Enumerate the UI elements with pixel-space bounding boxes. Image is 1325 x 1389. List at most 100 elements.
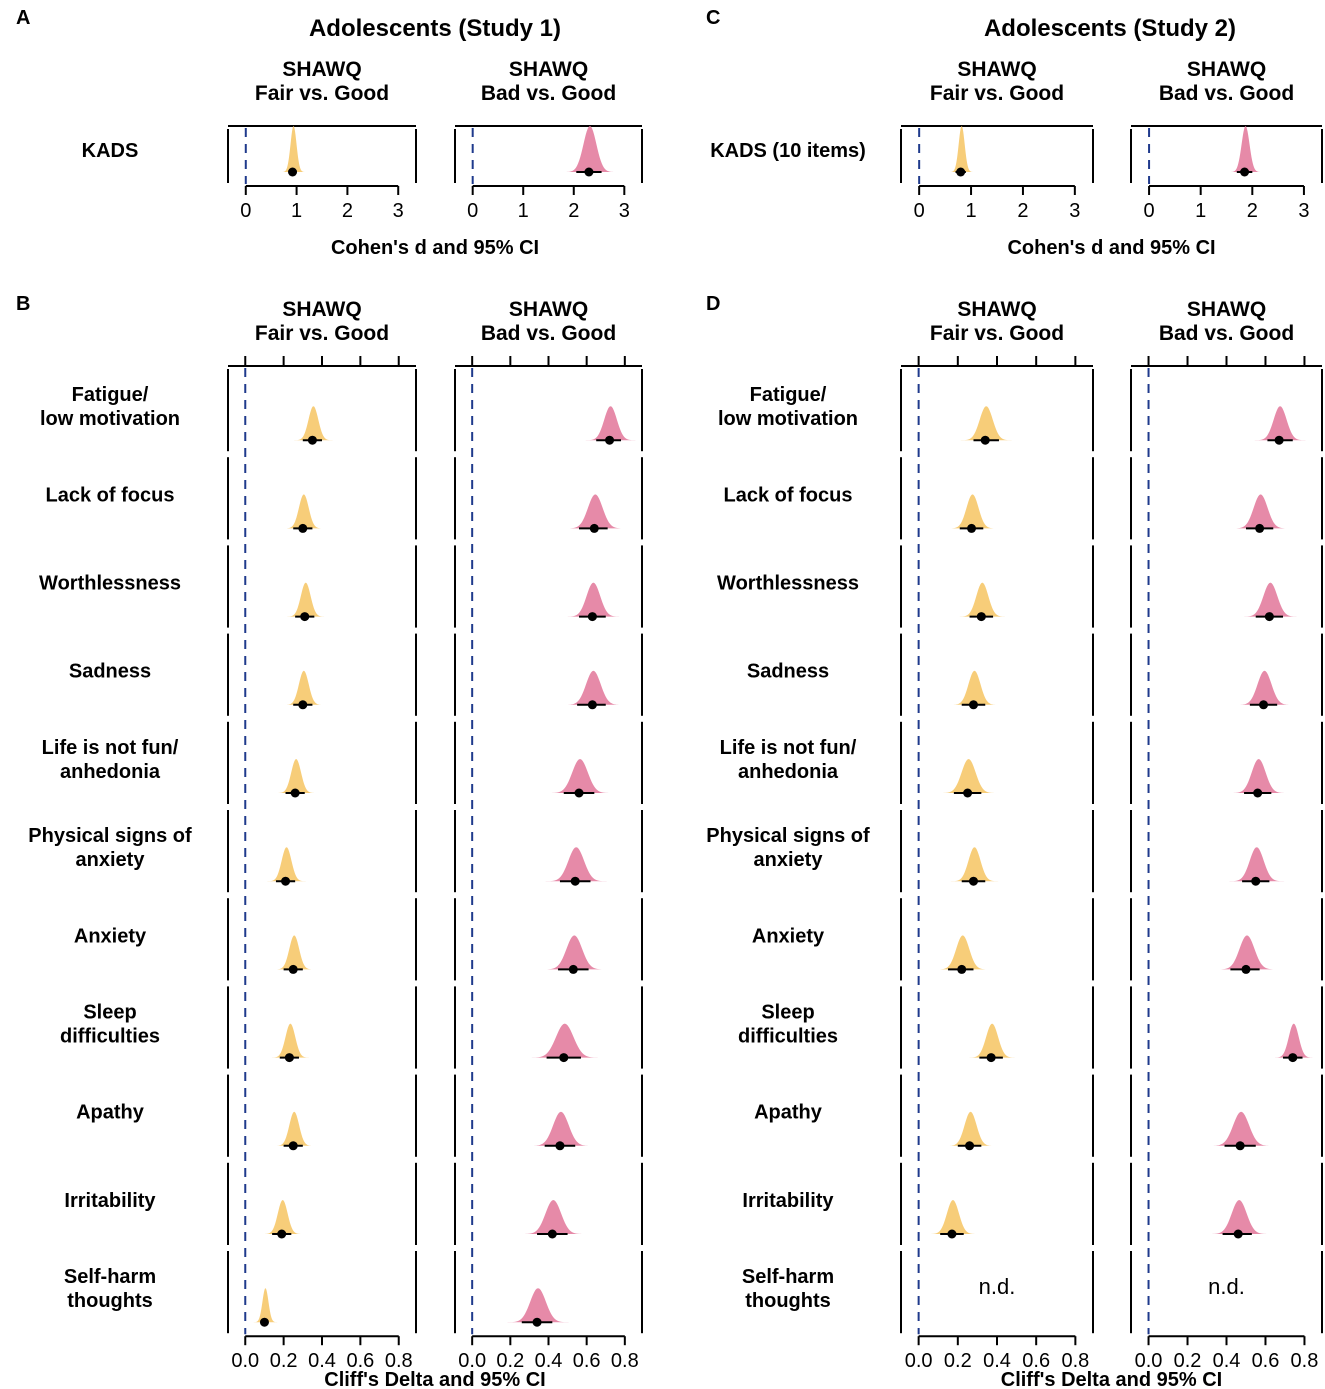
row-label: Self-harm bbox=[742, 1266, 834, 1288]
point-estimate bbox=[589, 523, 599, 533]
tick-label: 0.2 bbox=[1174, 1350, 1202, 1372]
density-shape bbox=[566, 582, 621, 617]
row-label: thoughts bbox=[67, 1290, 153, 1312]
density-shape bbox=[949, 126, 974, 172]
point-estimate bbox=[547, 1229, 557, 1239]
facet-label-line2: Fair vs. Good bbox=[255, 322, 389, 345]
facet-label-line1: SHAWQ bbox=[282, 58, 361, 81]
facet-label-line1: SHAWQ bbox=[509, 58, 588, 81]
tick-label: 0.0 bbox=[231, 1350, 259, 1372]
tick-label: 0.2 bbox=[270, 1350, 298, 1372]
tick-label: 1 bbox=[965, 200, 976, 222]
point-estimate bbox=[1240, 167, 1250, 177]
density-shape bbox=[940, 759, 997, 793]
tick-label: 0.8 bbox=[385, 1350, 413, 1372]
density-shape bbox=[948, 494, 997, 529]
density-shape bbox=[1236, 670, 1293, 705]
point-estimate bbox=[559, 1053, 569, 1063]
density-shape bbox=[253, 1288, 278, 1323]
row-label: Sadness bbox=[747, 661, 829, 683]
density-shape bbox=[263, 1200, 303, 1234]
point-estimate bbox=[1241, 964, 1251, 974]
row-label: low motivation bbox=[40, 408, 180, 430]
point-estimate bbox=[288, 964, 298, 974]
facet-label-line1: SHAWQ bbox=[1187, 58, 1266, 81]
not-determined-note: n.d. bbox=[979, 1274, 1016, 1299]
density-shape bbox=[284, 670, 324, 705]
tick-label: 0.4 bbox=[983, 1350, 1011, 1372]
point-estimate bbox=[957, 964, 967, 974]
density-shape bbox=[548, 759, 612, 793]
density-shape bbox=[284, 494, 324, 529]
tick-label: 0.2 bbox=[496, 1350, 524, 1372]
point-estimate bbox=[570, 876, 580, 886]
panel-title: Adolescents (Study 1) bbox=[309, 15, 561, 42]
row-label: anhedonia bbox=[60, 761, 161, 783]
row-label: Anxiety bbox=[752, 925, 825, 947]
tick-label: 0.6 bbox=[1252, 1350, 1280, 1372]
density-shape bbox=[566, 494, 625, 529]
point-estimate bbox=[967, 523, 977, 533]
row-label: Sadness bbox=[69, 661, 151, 683]
row-label: difficulties bbox=[738, 1026, 838, 1048]
tick-label: 2 bbox=[1247, 200, 1258, 222]
tick-label: 0.4 bbox=[308, 1350, 336, 1372]
facet-label-line1: SHAWQ bbox=[1187, 298, 1266, 321]
row-label: Sleep bbox=[83, 1002, 136, 1024]
point-estimate bbox=[584, 167, 594, 177]
density-shape bbox=[286, 582, 326, 617]
facet-label-line2: Bad vs. Good bbox=[481, 82, 616, 105]
facet-label-line2: Fair vs. Good bbox=[930, 82, 1064, 105]
point-estimate bbox=[963, 788, 973, 798]
tick-label: 0.4 bbox=[535, 1350, 563, 1372]
row-label: Life is not fun/ bbox=[42, 737, 179, 759]
point-estimate bbox=[1235, 1141, 1245, 1151]
density-shape bbox=[274, 935, 314, 970]
point-estimate bbox=[574, 788, 584, 798]
row-label: Irritability bbox=[64, 1190, 156, 1212]
density-shape bbox=[1209, 1111, 1273, 1146]
density-shape bbox=[529, 1111, 593, 1146]
density-shape bbox=[522, 1200, 585, 1234]
tick-label: 0 bbox=[467, 200, 478, 222]
tick-label: 0.6 bbox=[346, 1350, 374, 1372]
density-shape bbox=[545, 847, 608, 882]
density-shape bbox=[1230, 759, 1287, 793]
point-estimate bbox=[1255, 523, 1265, 533]
density-shape bbox=[585, 406, 636, 441]
x-axis-title: Cliff's Delta and 95% CI bbox=[1001, 1369, 1222, 1389]
density-shape bbox=[946, 1111, 995, 1146]
point-estimate bbox=[290, 788, 300, 798]
row-label: Lack of focus bbox=[46, 484, 175, 506]
tick-label: 1 bbox=[1195, 200, 1206, 222]
tick-label: 0.0 bbox=[905, 1350, 933, 1372]
density-shape bbox=[1254, 406, 1306, 441]
density-shape bbox=[276, 759, 316, 793]
tick-label: 0 bbox=[1144, 200, 1155, 222]
point-estimate bbox=[968, 876, 978, 886]
density-shape bbox=[1229, 126, 1262, 172]
row-label: anxiety bbox=[76, 849, 146, 871]
row-label: difficulties bbox=[60, 1026, 160, 1048]
point-estimate bbox=[555, 1141, 565, 1151]
tick-label: 3 bbox=[1298, 200, 1309, 222]
point-estimate bbox=[277, 1229, 287, 1239]
row-label: anxiety bbox=[754, 849, 824, 871]
row-label: thoughts bbox=[745, 1290, 831, 1312]
density-shape bbox=[936, 935, 989, 970]
tick-label: 3 bbox=[1069, 200, 1080, 222]
row-label: Apathy bbox=[754, 1102, 823, 1124]
point-estimate bbox=[532, 1317, 542, 1327]
facet-label-line1: SHAWQ bbox=[509, 298, 588, 321]
facet-label-line1: SHAWQ bbox=[957, 58, 1036, 81]
tick-label: 0.4 bbox=[1213, 1350, 1241, 1372]
panel-letter: C bbox=[706, 7, 720, 29]
tick-label: 2 bbox=[342, 200, 353, 222]
tick-label: 3 bbox=[619, 200, 630, 222]
tick-label: 0.8 bbox=[611, 1350, 639, 1372]
density-shape bbox=[950, 670, 999, 705]
x-axis-title: Cohen's d and 95% CI bbox=[331, 237, 539, 259]
panel-title: Adolescents (Study 2) bbox=[984, 15, 1236, 42]
facet-label-line2: Fair vs. Good bbox=[930, 322, 1064, 345]
